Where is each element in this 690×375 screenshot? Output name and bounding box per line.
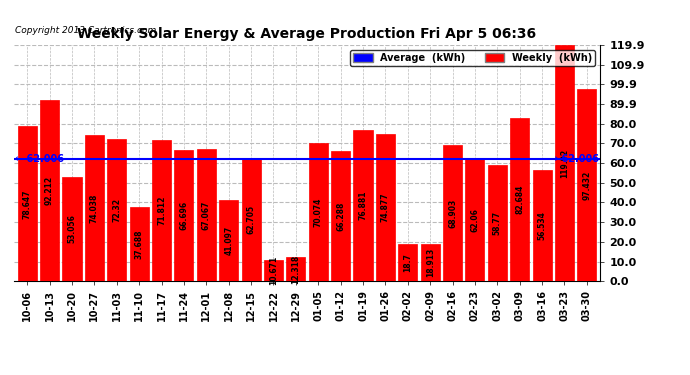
Text: 68.903: 68.903 <box>448 199 457 228</box>
Text: 74.038: 74.038 <box>90 194 99 223</box>
Text: 67.067: 67.067 <box>201 201 211 230</box>
Bar <box>555 45 574 281</box>
Text: 62.06: 62.06 <box>471 208 480 232</box>
Bar <box>152 140 171 281</box>
Bar <box>466 159 484 281</box>
Bar <box>107 139 126 281</box>
Bar <box>331 151 350 281</box>
Text: 58.77: 58.77 <box>493 211 502 236</box>
Text: 72.32: 72.32 <box>112 198 121 222</box>
Text: 12.318: 12.318 <box>291 255 300 284</box>
Bar <box>376 134 395 281</box>
Bar <box>421 244 440 281</box>
Text: 74.877: 74.877 <box>381 193 390 222</box>
Text: ← 62.006: ← 62.006 <box>15 154 64 164</box>
Text: 78.647: 78.647 <box>23 189 32 219</box>
Bar <box>578 89 596 281</box>
Bar <box>40 99 59 281</box>
Text: 37.688: 37.688 <box>135 230 144 259</box>
Text: 92.212: 92.212 <box>45 176 54 205</box>
Bar <box>353 130 373 281</box>
Text: 82.684: 82.684 <box>515 185 524 214</box>
Title: Weekly Solar Energy & Average Production Fri Apr 5 06:36: Weekly Solar Energy & Average Production… <box>77 27 537 41</box>
Bar <box>85 135 104 281</box>
Legend: Average  (kWh), Weekly  (kWh): Average (kWh), Weekly (kWh) <box>351 50 595 66</box>
Bar <box>63 177 81 281</box>
Bar <box>197 149 216 281</box>
Text: 97.432: 97.432 <box>582 171 591 200</box>
Bar <box>219 200 238 281</box>
Bar <box>308 143 328 281</box>
Text: 53.056: 53.056 <box>68 214 77 243</box>
Text: 41.097: 41.097 <box>224 226 233 255</box>
Bar <box>533 170 551 281</box>
Bar <box>510 118 529 281</box>
Text: 119.92: 119.92 <box>560 148 569 178</box>
Text: 62.705: 62.705 <box>246 205 255 234</box>
Text: 71.812: 71.812 <box>157 196 166 225</box>
Text: → 62.006: → 62.006 <box>550 154 599 164</box>
Text: 10.671: 10.671 <box>269 256 278 285</box>
Bar <box>241 158 261 281</box>
Text: 66.288: 66.288 <box>336 201 345 231</box>
Bar <box>443 146 462 281</box>
Text: 76.881: 76.881 <box>359 191 368 220</box>
Text: 56.534: 56.534 <box>538 211 546 240</box>
Text: 70.074: 70.074 <box>314 198 323 227</box>
Text: 18.7: 18.7 <box>403 254 413 272</box>
Bar <box>286 257 306 281</box>
Bar <box>488 165 507 281</box>
Text: 66.696: 66.696 <box>179 201 188 230</box>
Bar <box>18 126 37 281</box>
Text: Copyright 2013 Cartronics.com: Copyright 2013 Cartronics.com <box>15 26 156 35</box>
Bar <box>398 244 417 281</box>
Bar <box>264 260 283 281</box>
Bar <box>175 150 193 281</box>
Bar <box>130 207 148 281</box>
Text: 18.913: 18.913 <box>426 248 435 277</box>
